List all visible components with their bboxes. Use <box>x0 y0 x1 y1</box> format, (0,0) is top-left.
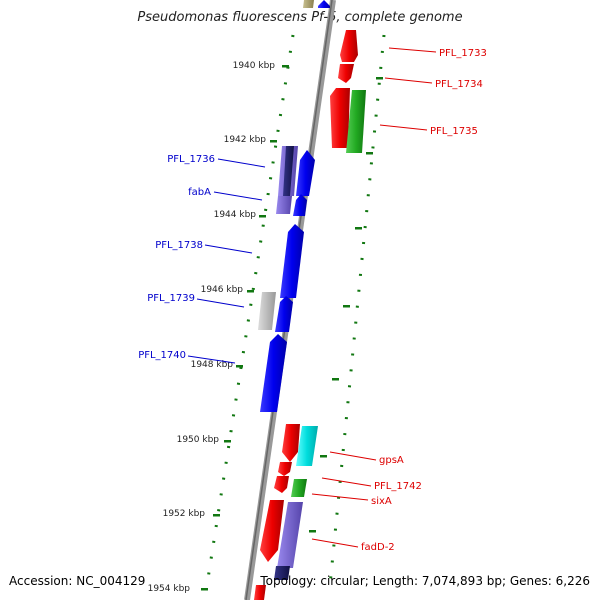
label-gps-a[interactable]: gpsA <box>379 455 404 466</box>
kbp-label: 1944 kbp <box>214 210 257 220</box>
outer-tick <box>332 378 339 381</box>
gene-pfl-1738-arrow[interactable] <box>280 224 304 298</box>
major-tick <box>236 365 243 368</box>
gene-gps-a-arrow[interactable] <box>282 424 300 462</box>
gene-bottom-red[interactable] <box>254 585 266 600</box>
label-pfl-1738[interactable]: PFL_1738 <box>155 240 203 251</box>
gene-fab-a-arrow[interactable] <box>276 196 292 214</box>
label-fad-d-2[interactable]: fadD-2 <box>361 542 395 553</box>
gene-pfl-1739-arrow[interactable] <box>275 296 293 332</box>
topology-text: Topology: circular; Length: 7,074,893 bp… <box>260 574 590 588</box>
gene-fad-d-2-arrow[interactable] <box>260 500 284 562</box>
label-pfl-1736[interactable]: PFL_1736 <box>167 154 215 165</box>
major-tick <box>270 140 277 143</box>
label-pfl-1734[interactable]: PFL_1734 <box>435 79 483 90</box>
label-pfl-1742[interactable]: PFL_1742 <box>374 481 422 492</box>
major-tick <box>224 440 231 443</box>
kbp-label: 1940 kbp <box>233 61 276 71</box>
major-tick <box>201 588 208 591</box>
gene-top-olive[interactable] <box>303 0 314 8</box>
kbp-label: 1954 kbp <box>148 584 191 594</box>
kbp-ticks: 1940 kbp 1942 kbp 1944 kbp 1946 kbp 1948… <box>148 61 383 594</box>
label-pfl-1740[interactable]: PFL_1740 <box>138 350 186 361</box>
major-tick <box>259 215 266 218</box>
gene-six-a-rna[interactable] <box>291 479 307 497</box>
accession-text: Accession: NC_004129 <box>9 574 146 588</box>
major-tick <box>213 514 220 517</box>
gene-pfl-1735-rna[interactable] <box>346 90 366 153</box>
label-fab-a[interactable]: fabA <box>188 187 211 198</box>
major-tick <box>282 65 289 68</box>
outer-tick <box>309 530 316 533</box>
map-title: Pseudomonas fluorescens Pf-5, complete g… <box>137 10 463 25</box>
gene-pfl-1733-arrow[interactable] <box>340 30 358 62</box>
gene-fab-a-fwd[interactable] <box>293 194 307 216</box>
kbp-label: 1950 kbp <box>177 435 220 445</box>
label-pfl-1739[interactable]: PFL_1739 <box>147 293 195 304</box>
label-six-a[interactable]: sixA <box>371 496 392 507</box>
label-pfl-1735[interactable]: PFL_1735 <box>430 126 478 137</box>
gene-pfl-1735-arrow[interactable] <box>330 88 350 148</box>
kbp-label: 1942 kbp <box>224 135 267 145</box>
gene-pfl-1740-arrow[interactable] <box>260 334 287 412</box>
gene-pfl-1742-small[interactable] <box>274 476 289 493</box>
gene-top-blue[interactable] <box>318 0 330 8</box>
reverse-leaders <box>311 47 437 548</box>
outer-tick <box>355 227 362 230</box>
label-pfl-1733[interactable]: PFL_1733 <box>439 48 487 59</box>
forward-leaders <box>187 158 266 364</box>
major-tick <box>247 290 254 293</box>
gene-pfl-1742-arrow[interactable] <box>278 462 292 476</box>
gene-pfl-1737-arrow[interactable] <box>296 150 315 196</box>
outer-tick <box>343 305 350 308</box>
outer-tick <box>366 152 373 155</box>
gene-pfl-1736-core[interactable] <box>283 146 294 196</box>
gene-pfl-1739-gray[interactable] <box>258 292 276 330</box>
gene-bottom-navy[interactable] <box>274 566 290 580</box>
outer-tick <box>376 77 383 80</box>
kbp-label: 1948 kbp <box>191 360 234 370</box>
gene-fad-d-2-purple[interactable] <box>277 502 303 568</box>
outer-tick <box>320 455 327 458</box>
kbp-label: 1946 kbp <box>201 285 244 295</box>
kbp-label: 1952 kbp <box>163 509 206 519</box>
gene-pfl-1734-arrow[interactable] <box>338 64 354 83</box>
gene-gps-a-cyan[interactable] <box>296 426 318 466</box>
